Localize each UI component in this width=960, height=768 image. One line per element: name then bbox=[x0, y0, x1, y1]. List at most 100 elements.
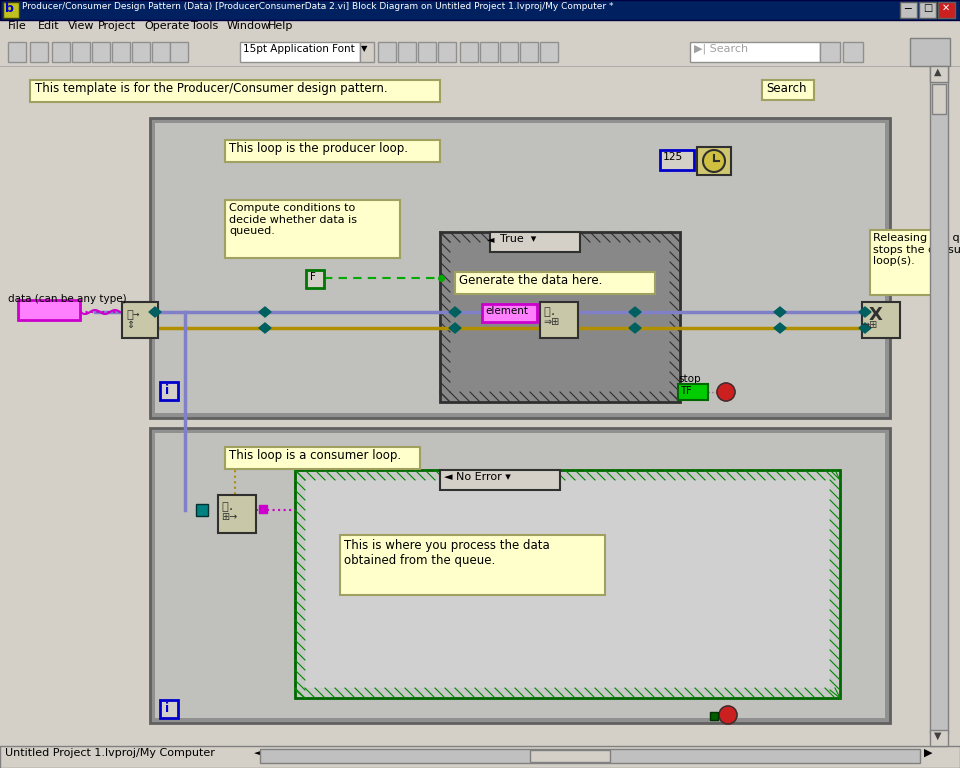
Text: File: File bbox=[8, 21, 27, 31]
Polygon shape bbox=[259, 307, 271, 317]
Text: This template is for the Producer/Consumer design pattern.: This template is for the Producer/Consum… bbox=[35, 82, 388, 95]
Bar bbox=[112, 42, 130, 62]
Bar bbox=[930, 66, 948, 734]
Bar bbox=[150, 428, 890, 723]
Bar bbox=[18, 300, 80, 320]
Bar bbox=[938, 2, 955, 18]
Bar bbox=[0, 66, 930, 752]
Bar bbox=[150, 118, 890, 418]
Text: □: □ bbox=[923, 3, 932, 13]
Bar bbox=[52, 42, 70, 62]
Bar bbox=[0, 38, 960, 66]
Bar bbox=[306, 270, 324, 288]
Bar bbox=[520, 42, 538, 62]
Text: X: X bbox=[869, 306, 883, 324]
Bar bbox=[0, 746, 960, 768]
Bar bbox=[932, 84, 946, 114]
Polygon shape bbox=[629, 307, 641, 317]
Text: INSTRUMENTS: INSTRUMENTS bbox=[560, 656, 706, 674]
Text: b: b bbox=[5, 2, 13, 15]
Bar bbox=[930, 730, 948, 746]
Bar bbox=[240, 42, 360, 62]
Text: ◄: ◄ bbox=[254, 748, 262, 758]
Polygon shape bbox=[149, 307, 161, 317]
Bar bbox=[690, 42, 820, 62]
Text: This is where you process the data
obtained from the queue.: This is where you process the data obtai… bbox=[344, 539, 550, 567]
Text: ▶: ▶ bbox=[924, 748, 932, 758]
Text: Project: Project bbox=[98, 21, 136, 31]
Text: ⋮.: ⋮. bbox=[221, 502, 234, 512]
Text: Releasing the queue
stops the consumer
loop(s).: Releasing the queue stops the consumer l… bbox=[873, 233, 960, 266]
Bar bbox=[259, 505, 267, 513]
Bar bbox=[305, 480, 830, 688]
Text: Edit: Edit bbox=[38, 21, 60, 31]
Text: ✕: ✕ bbox=[942, 3, 950, 13]
Bar bbox=[418, 42, 436, 62]
Bar bbox=[455, 272, 655, 294]
Bar bbox=[530, 750, 610, 762]
Bar bbox=[762, 80, 814, 100]
Bar bbox=[678, 384, 708, 400]
Text: Help: Help bbox=[268, 21, 293, 31]
Bar bbox=[170, 42, 188, 62]
Text: ▲: ▲ bbox=[934, 67, 942, 77]
Bar bbox=[72, 42, 90, 62]
Bar bbox=[160, 700, 178, 718]
Text: This loop is a consumer loop.: This loop is a consumer loop. bbox=[229, 449, 401, 462]
Bar bbox=[225, 447, 420, 469]
Text: NATIONAL: NATIONAL bbox=[570, 640, 672, 658]
Text: This loop is the producer loop.: This loop is the producer loop. bbox=[229, 142, 408, 155]
Bar bbox=[862, 302, 900, 338]
Bar bbox=[460, 42, 478, 62]
Bar bbox=[540, 302, 578, 338]
Bar bbox=[260, 749, 920, 763]
Text: 15pt Application Font: 15pt Application Font bbox=[243, 44, 355, 54]
Bar bbox=[295, 470, 840, 698]
Bar bbox=[225, 200, 400, 258]
Bar bbox=[152, 42, 170, 62]
Bar bbox=[3, 2, 19, 18]
Text: View: View bbox=[68, 21, 94, 31]
Bar bbox=[820, 42, 840, 62]
Bar bbox=[660, 150, 694, 170]
Bar bbox=[490, 232, 580, 252]
Bar bbox=[398, 42, 416, 62]
Text: ⇕: ⇕ bbox=[126, 320, 134, 330]
Polygon shape bbox=[449, 323, 461, 333]
Bar bbox=[225, 140, 440, 162]
Bar bbox=[438, 42, 456, 62]
Bar bbox=[92, 42, 110, 62]
Text: ▶| Search: ▶| Search bbox=[694, 44, 748, 55]
Text: ▼: ▼ bbox=[361, 44, 368, 53]
Text: i: i bbox=[165, 384, 169, 397]
Bar bbox=[0, 0, 960, 20]
Text: data (can be any type): data (can be any type) bbox=[8, 294, 127, 304]
Text: LabVIEW  Evaluation Software: LabVIEW Evaluation Software bbox=[530, 677, 767, 691]
Text: ─: ─ bbox=[904, 3, 911, 13]
Bar bbox=[697, 147, 731, 175]
Bar bbox=[160, 382, 178, 400]
Bar bbox=[132, 42, 150, 62]
Text: ⊞→: ⊞→ bbox=[221, 512, 237, 522]
Bar bbox=[196, 504, 208, 516]
Bar bbox=[30, 80, 440, 102]
Text: Compute conditions to
decide whether data is
queued.: Compute conditions to decide whether dat… bbox=[229, 203, 357, 237]
Bar bbox=[218, 495, 256, 533]
Polygon shape bbox=[259, 323, 271, 333]
Bar bbox=[30, 42, 48, 62]
Polygon shape bbox=[774, 323, 786, 333]
Bar bbox=[440, 232, 680, 402]
Circle shape bbox=[717, 383, 735, 401]
Text: Generate the data here.: Generate the data here. bbox=[459, 274, 602, 287]
Text: ⇒⊞: ⇒⊞ bbox=[543, 317, 560, 327]
Bar bbox=[0, 20, 960, 38]
Text: 125: 125 bbox=[663, 152, 684, 162]
Polygon shape bbox=[774, 307, 786, 317]
Text: Producer/Consumer Design Pattern (Data) [ProducerConsumerData 2.vi] Block Diagra: Producer/Consumer Design Pattern (Data) … bbox=[22, 2, 613, 11]
Text: i: i bbox=[165, 702, 169, 715]
Text: ▼: ▼ bbox=[934, 731, 942, 741]
Polygon shape bbox=[629, 323, 641, 333]
Text: element: element bbox=[485, 306, 528, 316]
Text: stop: stop bbox=[678, 374, 701, 384]
Text: ◄: ◄ bbox=[487, 234, 494, 244]
